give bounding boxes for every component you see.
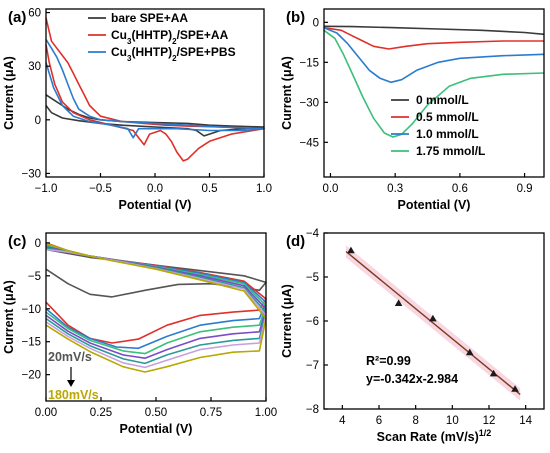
x-tick-label: 0.9: [517, 183, 533, 195]
x-axis-title-exponent: 1/2: [479, 428, 492, 438]
y-tick-label: 0: [35, 238, 41, 250]
x-tick-label: 6: [376, 415, 382, 427]
series-line-3: [45, 243, 267, 350]
scan-rate-arrow-head: [67, 380, 75, 387]
y-tick-label: −4: [306, 228, 320, 240]
y-tick-label: −15: [299, 57, 319, 69]
series-line-3: [323, 26, 545, 84]
scan-rate-end-label: 180mV/s: [48, 388, 99, 402]
x-tick-label: −0.5: [89, 183, 112, 195]
x-axis-title: Potential (V): [120, 422, 193, 436]
legend-label-1: 0 mmol/L: [416, 93, 469, 107]
y-tick-label: −30: [299, 97, 319, 109]
y-axis-title: Current (μA): [2, 280, 16, 354]
panel-label: (b): [286, 9, 305, 26]
x-tick-label: 1.0: [256, 183, 272, 195]
y-tick-label: −15: [21, 337, 41, 349]
x-axis-title: Potential (V): [398, 198, 471, 212]
y-axis-title: Current (μA): [2, 56, 16, 130]
y-tick-label: −20: [21, 370, 41, 382]
panel-a-line-chart: (a) −1.0 −0.5 0.0 0.5 1.0 −30 0 30 60 Potential (V…: [2, 8, 272, 212]
plot-frame: [45, 232, 267, 402]
panel-d-scatter-chart: (d) 4 6 8 10 12 14 −8 −7 −6 −5 −4 Scan Rate (mV/s)1/…: [280, 228, 545, 444]
x-tick-label: 0.0: [147, 183, 163, 195]
y-tick-label: −8: [306, 404, 319, 416]
r-squared-label: R²=0.99: [366, 354, 411, 368]
x-axis-title: Scan Rate (mV/s)1/2: [377, 428, 492, 444]
series-line-4: [323, 29, 545, 138]
x-tick-label: 0.5: [202, 183, 218, 195]
x-tick-label: 0.0: [322, 183, 338, 195]
legend-label-3: Cu3(HHTP)2/SPE+PBS: [111, 45, 236, 63]
fit-equation-label: y=-0.342x-2.984: [366, 372, 458, 386]
scan-rate-start-label: 20mV/s: [48, 350, 92, 364]
data-point-3: [429, 314, 437, 322]
y-tick-label: 0: [35, 115, 41, 127]
series-line-1: [45, 248, 267, 298]
y-tick-label: −6: [306, 316, 319, 328]
panel-label: (c): [8, 233, 26, 250]
x-tick-label: 0.00: [35, 407, 57, 419]
x-tick-label: −1.0: [35, 183, 58, 195]
legend-label-4: 1.75 mmol/L: [416, 144, 485, 158]
y-axis-title: Current (μA): [280, 284, 294, 358]
series-line-8: [45, 242, 267, 373]
data-point-5: [489, 369, 498, 377]
data-point-1: [347, 246, 355, 254]
x-tick-label: 8: [412, 415, 418, 427]
panel-c-line-chart: (c) 0.00 0.25 0.50 0.75 1.00 −20 −15 −10 −5 0 Poten…: [2, 232, 277, 436]
data-point-6: [511, 385, 519, 392]
y-tick-label: −30: [21, 168, 41, 180]
x-tick-label: 12: [483, 415, 496, 427]
y-axis-title: Current (μA): [280, 56, 294, 130]
x-tick-label: 0.6: [452, 183, 468, 195]
series-line-1: [323, 25, 545, 36]
legend-label-3: 1.0 mmol/L: [416, 127, 479, 141]
y-tick-label: −45: [299, 137, 319, 149]
x-tick-label: 10: [446, 415, 459, 427]
plot-frame: [323, 8, 545, 178]
legend-label-2: 0.5 mmol/L: [416, 110, 479, 124]
legend-label-2: Cu3(HHTP)2/SPE+AA: [111, 28, 229, 46]
fit-line: [345, 250, 521, 395]
y-tick-label: −5: [306, 272, 319, 284]
panel-label: (a): [8, 9, 26, 26]
y-tick-label: −7: [306, 360, 319, 372]
panel-label: (d): [286, 233, 305, 250]
x-tick-label: 0.25: [90, 407, 112, 419]
data-point-2: [394, 299, 403, 306]
x-tick-label: 0.50: [145, 407, 167, 419]
x-tick-label: 14: [519, 415, 532, 427]
y-tick-label: 60: [28, 8, 41, 20]
panel-b-line-chart: (b) 0.0 0.3 0.6 0.9 −45 −30 −15 0 Potential (V) Cu…: [280, 8, 545, 212]
y-tick-label: −10: [21, 304, 41, 316]
legend-label-1: bare SPE+AA: [111, 11, 188, 25]
x-tick-label: 1.00: [255, 407, 277, 419]
data-point-4: [465, 348, 474, 356]
y-tick-label: −5: [28, 271, 41, 283]
x-axis-title: Potential (V): [119, 198, 192, 212]
y-tick-label: 30: [28, 61, 41, 73]
x-tick-label: 0.3: [387, 183, 403, 195]
x-tick-label: 4: [339, 415, 346, 427]
y-tick-label: 0: [313, 17, 319, 29]
x-tick-label: 0.75: [200, 407, 222, 419]
series-line-2: [323, 26, 544, 50]
